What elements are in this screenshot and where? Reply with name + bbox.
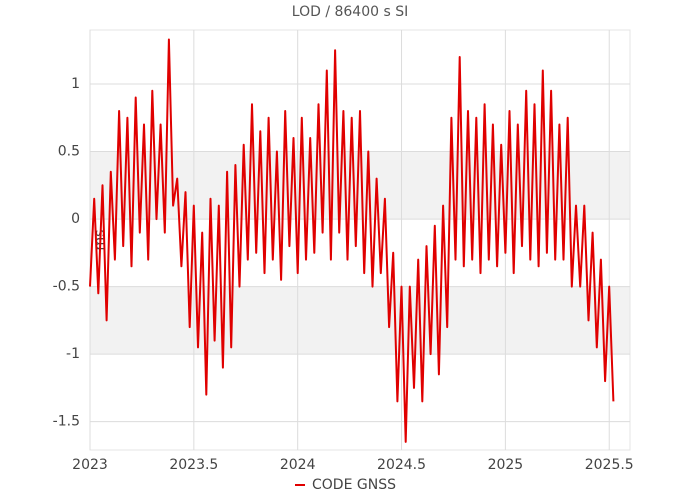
- y-tick-label: 1: [71, 76, 80, 92]
- x-tick-label: 2023: [72, 457, 108, 473]
- y-tick-label: 0.5: [58, 144, 80, 160]
- data-line: [89, 38, 615, 443]
- x-tick-label: 2023.5: [169, 457, 218, 473]
- x-tick-label: 2025.5: [585, 457, 634, 473]
- x-tick-label: 2024: [280, 457, 316, 473]
- y-tick-label: 0: [71, 211, 80, 227]
- chart-title: LOD / 86400 s SI: [292, 4, 408, 20]
- y-tick-label: -0.5: [53, 279, 80, 295]
- x-tick-label: 2024.5: [377, 457, 426, 473]
- legend-label: CODE GNSS: [312, 477, 396, 493]
- y-tick-label: -1.5: [53, 414, 80, 430]
- x-tick-label: 2025: [488, 457, 524, 473]
- grid-band: [90, 286, 630, 355]
- y-tick-label: -1: [66, 346, 80, 362]
